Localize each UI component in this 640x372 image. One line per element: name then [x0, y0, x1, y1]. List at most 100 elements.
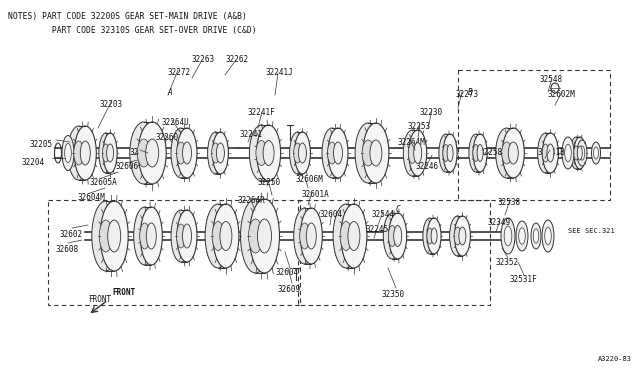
Ellipse shape [333, 204, 359, 268]
Text: 32203: 32203 [100, 100, 123, 109]
Ellipse shape [147, 223, 156, 249]
Ellipse shape [216, 143, 225, 163]
Ellipse shape [248, 219, 262, 253]
Text: 32604M: 32604M [130, 148, 157, 157]
Text: 32241F: 32241F [248, 108, 276, 117]
Ellipse shape [473, 134, 487, 172]
Bar [48, 200, 300, 305]
Text: 32258A: 32258A [480, 148, 508, 157]
Ellipse shape [74, 141, 84, 165]
Ellipse shape [362, 140, 374, 166]
Ellipse shape [516, 221, 528, 251]
Ellipse shape [138, 139, 150, 167]
Text: 32241: 32241 [240, 130, 263, 139]
Text: 32264R: 32264R [238, 196, 266, 205]
Ellipse shape [290, 132, 306, 174]
Ellipse shape [547, 144, 554, 162]
Text: 32264M: 32264M [398, 138, 426, 147]
Ellipse shape [518, 228, 525, 244]
Ellipse shape [450, 216, 466, 256]
Ellipse shape [409, 130, 427, 176]
Ellipse shape [504, 226, 512, 246]
Ellipse shape [171, 128, 191, 178]
Ellipse shape [355, 123, 381, 183]
Ellipse shape [130, 122, 158, 184]
Ellipse shape [570, 137, 582, 169]
Ellipse shape [328, 128, 348, 178]
Text: 32608: 32608 [55, 245, 78, 254]
Ellipse shape [62, 135, 74, 170]
Ellipse shape [473, 144, 479, 161]
Ellipse shape [263, 141, 274, 166]
Text: 32349: 32349 [488, 218, 511, 227]
Ellipse shape [508, 142, 518, 164]
Text: A3220-83: A3220-83 [598, 356, 632, 362]
Ellipse shape [207, 132, 223, 174]
Ellipse shape [538, 133, 554, 173]
Ellipse shape [388, 213, 406, 259]
Ellipse shape [502, 142, 512, 164]
Ellipse shape [562, 137, 574, 169]
Ellipse shape [447, 144, 453, 161]
Ellipse shape [138, 122, 166, 184]
Text: FRONT: FRONT [112, 288, 135, 297]
Ellipse shape [212, 221, 224, 250]
Text: 32205: 32205 [30, 140, 53, 149]
Ellipse shape [68, 126, 90, 180]
Text: 32245: 32245 [366, 225, 389, 234]
Ellipse shape [454, 227, 461, 245]
Text: 32602M: 32602M [548, 90, 576, 99]
Ellipse shape [542, 220, 554, 252]
Ellipse shape [496, 128, 518, 178]
Ellipse shape [502, 128, 524, 178]
Ellipse shape [564, 144, 572, 162]
Text: 32606: 32606 [115, 162, 138, 171]
Bar [298, 200, 490, 305]
Ellipse shape [100, 201, 128, 271]
Ellipse shape [74, 126, 96, 180]
Ellipse shape [408, 142, 416, 164]
Ellipse shape [307, 223, 316, 249]
Text: 32263: 32263 [192, 55, 215, 64]
Ellipse shape [65, 143, 71, 163]
Ellipse shape [383, 213, 401, 259]
Ellipse shape [99, 133, 113, 173]
Text: 32544: 32544 [372, 210, 395, 219]
Ellipse shape [501, 218, 515, 254]
Ellipse shape [92, 201, 120, 271]
Ellipse shape [333, 142, 342, 164]
Ellipse shape [250, 125, 273, 181]
Ellipse shape [431, 228, 437, 244]
Ellipse shape [593, 147, 598, 159]
Ellipse shape [454, 216, 470, 256]
Ellipse shape [177, 128, 197, 178]
Text: 32538: 32538 [498, 198, 521, 207]
Ellipse shape [459, 227, 466, 245]
Ellipse shape [591, 142, 600, 164]
Text: 32262: 32262 [225, 55, 248, 64]
Text: 32604M: 32604M [78, 193, 106, 202]
Text: 32250: 32250 [258, 178, 281, 187]
Text: 32260: 32260 [155, 133, 178, 142]
Ellipse shape [212, 143, 220, 163]
Ellipse shape [579, 146, 585, 160]
Text: PART CODE 32310S GEAR SET-OVER DRIVE (C&D): PART CODE 32310S GEAR SET-OVER DRIVE (C&… [8, 26, 257, 35]
Text: 32606M: 32606M [295, 175, 323, 184]
Text: 32273: 32273 [455, 90, 478, 99]
Ellipse shape [531, 223, 541, 249]
Ellipse shape [257, 125, 280, 181]
Text: NOTES) PART CODE 32200S GEAR SET-MAIN DRIVE (A&B): NOTES) PART CODE 32200S GEAR SET-MAIN DR… [8, 12, 247, 21]
Ellipse shape [394, 225, 402, 247]
Ellipse shape [542, 144, 549, 162]
Text: 32241J: 32241J [265, 68, 292, 77]
Ellipse shape [427, 218, 441, 254]
Ellipse shape [298, 143, 307, 163]
Text: 32241B: 32241B [538, 148, 566, 157]
Ellipse shape [108, 220, 121, 252]
Ellipse shape [80, 141, 90, 165]
Ellipse shape [533, 229, 539, 243]
Ellipse shape [177, 210, 197, 262]
Ellipse shape [213, 204, 239, 268]
Ellipse shape [294, 143, 301, 163]
Text: 32230: 32230 [420, 108, 443, 117]
